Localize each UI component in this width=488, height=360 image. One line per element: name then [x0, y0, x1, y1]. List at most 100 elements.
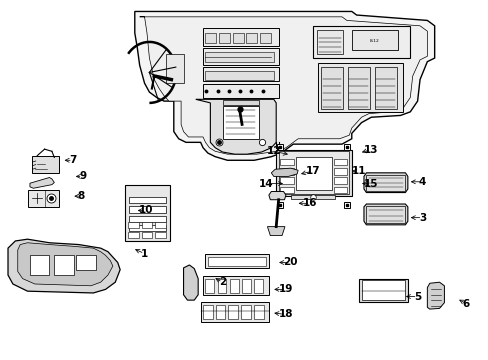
Bar: [295, 157, 331, 190]
Bar: [366, 206, 405, 223]
Bar: [361, 280, 405, 300]
Polygon shape: [140, 17, 427, 154]
Text: 9: 9: [79, 171, 86, 181]
Text: 6: 6: [462, 299, 469, 309]
Bar: [333, 159, 346, 165]
Text: 1: 1: [141, 248, 148, 258]
Polygon shape: [135, 12, 434, 160]
Bar: [217, 279, 226, 293]
Bar: [203, 305, 212, 319]
Polygon shape: [30, 177, 54, 188]
Bar: [203, 48, 278, 64]
Polygon shape: [18, 243, 113, 286]
Text: 8:12: 8:12: [369, 39, 379, 42]
Bar: [203, 67, 278, 81]
Bar: [374, 67, 396, 109]
Bar: [142, 222, 152, 228]
Bar: [215, 305, 225, 319]
Bar: [30, 255, 49, 275]
Bar: [333, 168, 346, 175]
Text: 20: 20: [283, 257, 298, 267]
Bar: [142, 231, 152, 238]
Bar: [203, 276, 268, 295]
Text: 18: 18: [278, 310, 293, 319]
Bar: [128, 231, 139, 238]
Text: 7: 7: [69, 155, 77, 165]
Bar: [76, 255, 96, 270]
Polygon shape: [268, 192, 285, 200]
Bar: [280, 168, 293, 175]
Bar: [128, 222, 139, 228]
Bar: [253, 305, 263, 319]
Bar: [129, 216, 165, 222]
Bar: [333, 187, 346, 193]
Text: 17: 17: [305, 166, 320, 176]
Bar: [205, 279, 214, 293]
Bar: [32, 156, 59, 173]
Bar: [155, 231, 165, 238]
Text: 8: 8: [78, 191, 84, 201]
Bar: [280, 159, 293, 165]
Bar: [207, 257, 266, 266]
Bar: [129, 197, 165, 203]
Bar: [246, 33, 257, 43]
Polygon shape: [8, 239, 120, 293]
Bar: [205, 51, 273, 62]
Bar: [232, 33, 243, 43]
Bar: [229, 279, 238, 293]
Bar: [278, 151, 348, 194]
Text: 19: 19: [278, 284, 292, 294]
Text: 14: 14: [259, 179, 273, 189]
Bar: [290, 195, 334, 199]
Text: 5: 5: [413, 292, 420, 302]
Bar: [155, 222, 165, 228]
Text: 11: 11: [351, 166, 366, 176]
Polygon shape: [363, 204, 407, 225]
Bar: [228, 305, 238, 319]
Bar: [205, 71, 273, 80]
Bar: [241, 305, 250, 319]
Bar: [166, 54, 183, 83]
Polygon shape: [363, 173, 407, 193]
Bar: [200, 302, 268, 321]
Bar: [222, 107, 259, 139]
Polygon shape: [267, 226, 285, 235]
Bar: [54, 255, 74, 275]
Text: 12: 12: [266, 146, 281, 156]
Polygon shape: [195, 99, 276, 154]
Bar: [129, 206, 165, 213]
Bar: [316, 31, 343, 54]
Bar: [203, 28, 278, 45]
Bar: [280, 177, 293, 184]
Bar: [358, 279, 407, 302]
Polygon shape: [427, 282, 444, 309]
Bar: [276, 149, 351, 196]
Text: 4: 4: [418, 177, 426, 187]
Bar: [317, 63, 402, 112]
Bar: [205, 33, 216, 43]
Bar: [351, 31, 397, 50]
Bar: [254, 279, 263, 293]
Text: 16: 16: [303, 198, 317, 208]
Bar: [347, 67, 369, 109]
Bar: [129, 225, 165, 231]
Bar: [242, 279, 250, 293]
Polygon shape: [271, 168, 298, 176]
Bar: [125, 185, 169, 241]
Bar: [280, 187, 293, 193]
Bar: [203, 84, 278, 98]
Text: 3: 3: [418, 213, 425, 222]
Text: 10: 10: [139, 206, 153, 216]
Bar: [366, 175, 405, 191]
Polygon shape: [183, 265, 198, 300]
Bar: [27, 190, 59, 207]
Bar: [205, 254, 268, 268]
Text: 13: 13: [363, 144, 378, 154]
Bar: [260, 33, 270, 43]
Bar: [321, 67, 342, 109]
Bar: [222, 100, 259, 105]
Bar: [219, 33, 229, 43]
Bar: [333, 177, 346, 184]
Bar: [312, 26, 409, 58]
Text: 15: 15: [363, 179, 378, 189]
